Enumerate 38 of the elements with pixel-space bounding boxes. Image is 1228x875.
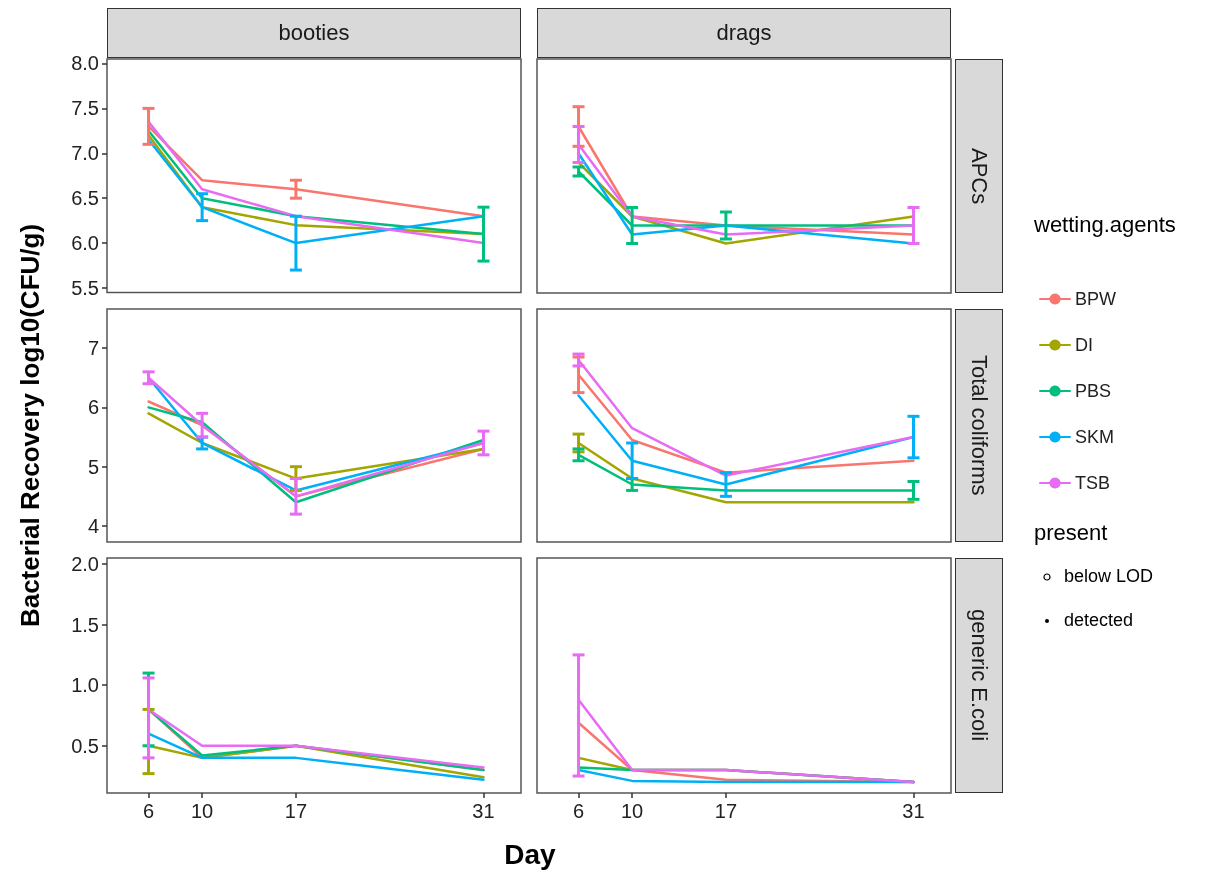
legend-label: TSB <box>1075 473 1111 493</box>
y2-axis-title: generic E.coli <box>966 609 992 742</box>
chart-title: booties <box>107 8 521 58</box>
text: present <box>1034 520 1108 546</box>
x-tick-label: 31 <box>472 800 495 822</box>
text: detected <box>1064 610 1134 631</box>
y-tick-label: 6.5 <box>71 187 99 210</box>
chart-title: drags <box>537 8 951 58</box>
x-tick-label: 6 <box>572 800 585 822</box>
y2-axis-title: APCs <box>966 147 992 205</box>
y-tick-label: 0.5 <box>71 734 99 757</box>
legend-label: PBS <box>1075 381 1112 401</box>
y-tick-label: 5.5 <box>71 277 99 299</box>
y2-axis-title: Total coliforms <box>966 355 992 496</box>
x-tick-label: 31 <box>902 800 925 822</box>
y-axis-title: Bacterial Recovery log10(CFU/g) <box>14 222 46 629</box>
x-tick-label: 10 <box>621 800 644 822</box>
y-tick-label: 7 <box>87 337 99 360</box>
legend-label: DI <box>1075 335 1093 355</box>
y-tick-label: 1.5 <box>71 613 99 636</box>
y-tick-label: 7.5 <box>71 97 99 120</box>
x-tick-label: 10 <box>191 800 214 822</box>
y-tick-label: 1.0 <box>71 674 99 697</box>
legend-title: wetting.agents <box>1034 212 1176 238</box>
y-tick-label: 7.0 <box>71 142 99 165</box>
y-tick-label: 6.0 <box>71 232 99 255</box>
x-tick-label: 17 <box>284 800 308 822</box>
y-tick-label: 6 <box>87 396 99 419</box>
y-tick-label: 8.0 <box>71 52 99 75</box>
text: below LOD <box>1064 566 1154 587</box>
y-tick-label: 4 <box>87 514 99 537</box>
x-axis-title: Day <box>503 839 557 871</box>
legend-label: BPW <box>1075 289 1117 309</box>
y-tick-label: 5 <box>87 455 99 478</box>
x-tick-label: 6 <box>142 800 155 822</box>
x-tick-label: 17 <box>714 800 738 822</box>
legend-label: SKM <box>1075 427 1115 447</box>
y-tick-label: 2.0 <box>71 553 99 576</box>
